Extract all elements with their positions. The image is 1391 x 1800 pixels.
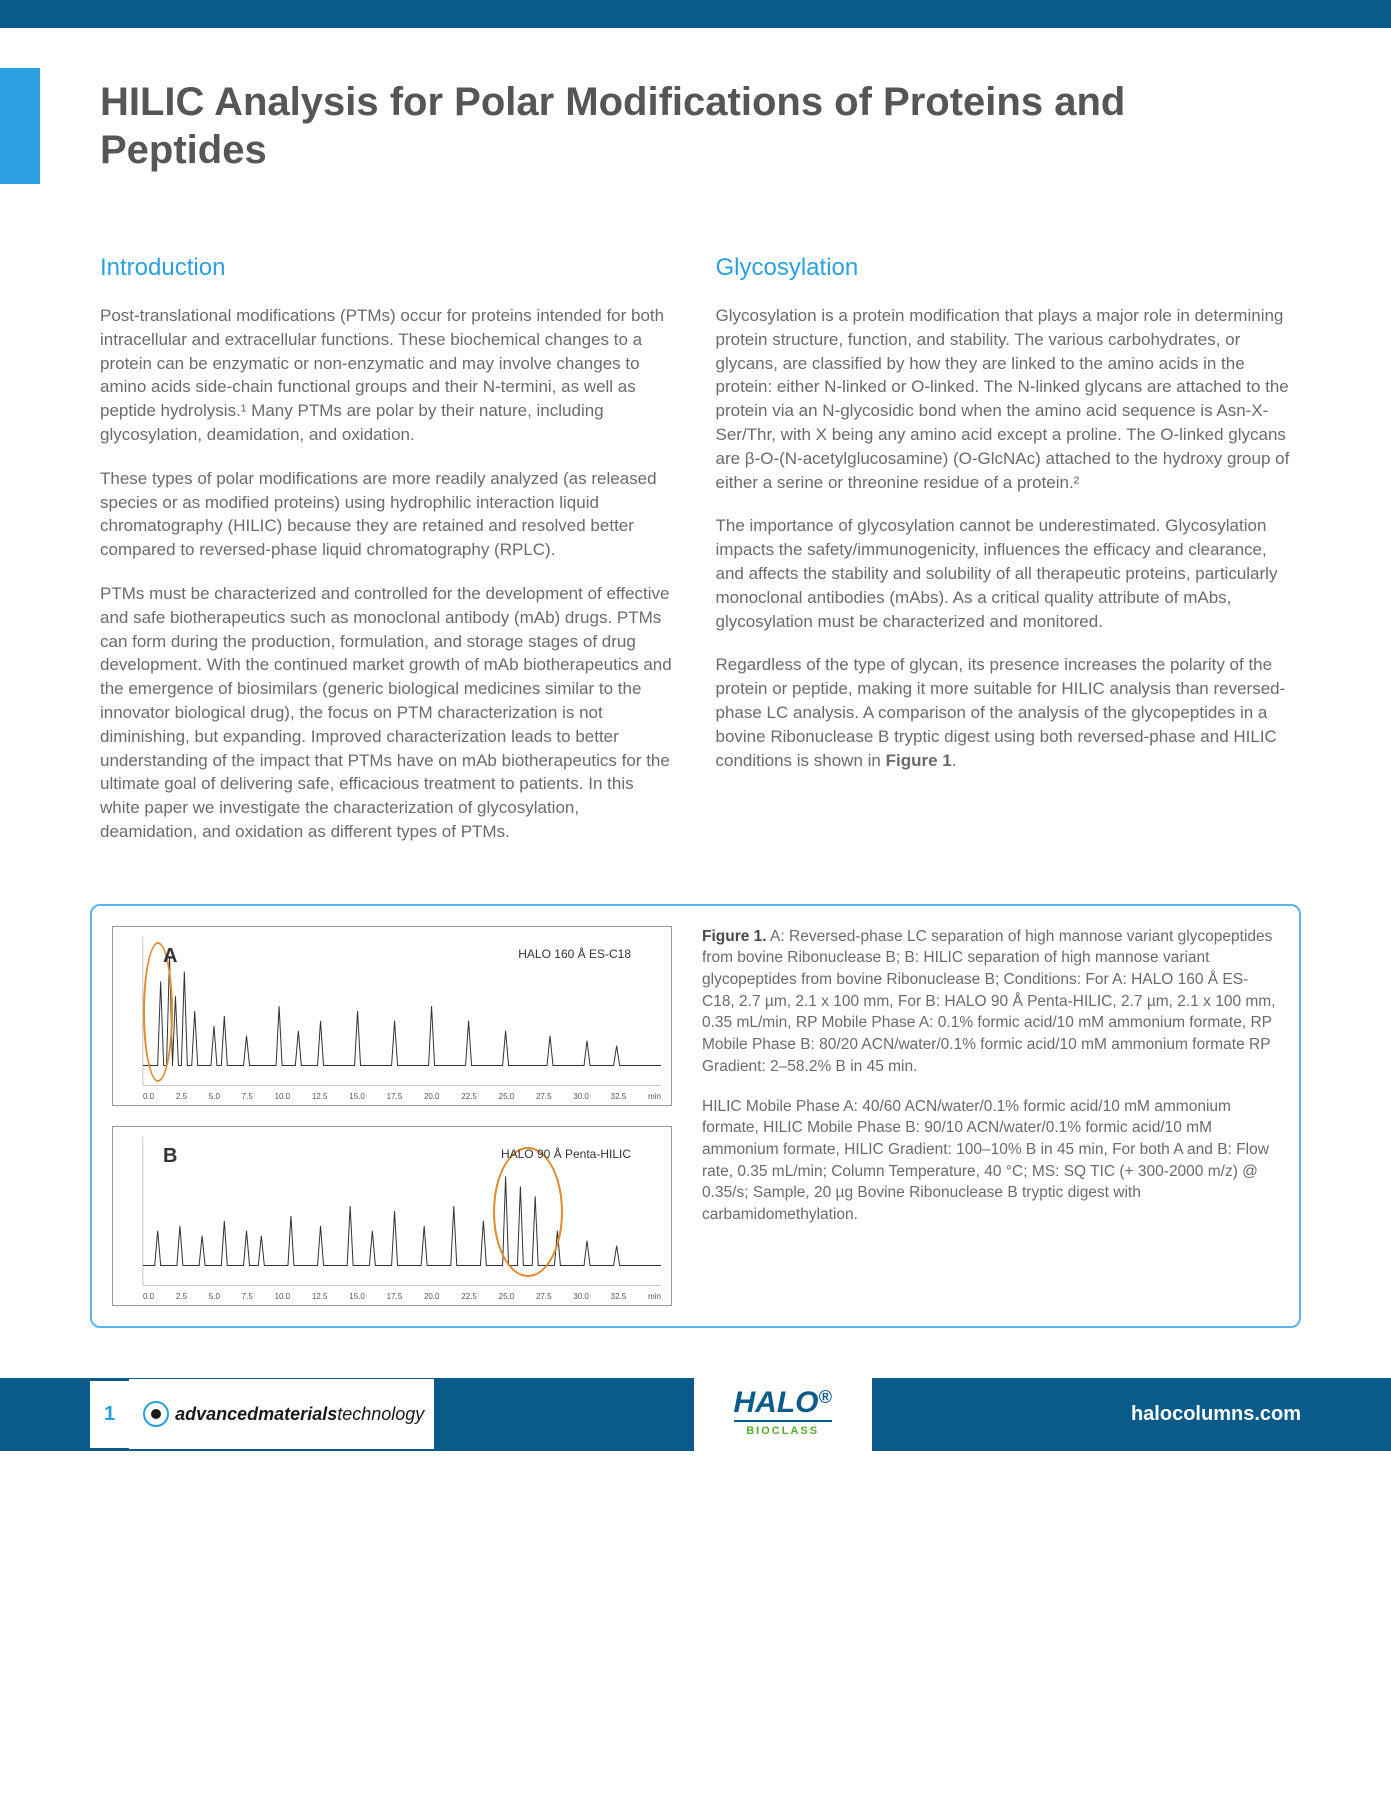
chart-b-highlight-circle [493, 1147, 563, 1277]
intro-p3: PTMs must be characterized and controlle… [100, 582, 676, 844]
column-right: Glycosylation Glycosylation is a protein… [716, 254, 1292, 864]
caption-1-text: A: Reversed-phase LC separation of high … [702, 928, 1276, 1075]
amt-logo: advancedmaterialstechnology [129, 1379, 434, 1449]
chart-b-axis: 0.02.55.07.510.012.515.017.520.022.525.0… [143, 1292, 661, 1301]
gly-p3: Regardless of the type of glycan, its pr… [716, 653, 1292, 772]
chart-a-column-label: HALO 160 Å ES-C18 [518, 947, 631, 961]
gear-icon [143, 1401, 169, 1427]
figure-1: A HALO 160 Å ES-C18 0.02.55.07.510.012.5… [90, 904, 1301, 1328]
chart-b-letter: B [163, 1145, 177, 1168]
heading-glycosylation: Glycosylation [716, 254, 1292, 282]
charts-column: A HALO 160 Å ES-C18 0.02.55.07.510.012.5… [112, 926, 672, 1306]
gly-p3-figref: Figure 1 [886, 751, 952, 770]
halo-logo: HALO® BIOCLASS [694, 1378, 872, 1451]
gly-p3-a: Regardless of the type of glycan, its pr… [716, 655, 1286, 769]
halo-sub: BIOCLASS [734, 1425, 832, 1437]
main-content: Introduction Post-translational modifica… [0, 184, 1391, 894]
intro-p2: These types of polar modifications are m… [100, 467, 676, 562]
amt-a: advancedmaterials [175, 1404, 337, 1424]
chart-a-axis: 0.02.55.07.510.012.515.017.520.022.525.0… [143, 1092, 661, 1101]
title-accent [0, 68, 40, 184]
heading-introduction: Introduction [100, 254, 676, 282]
gly-p3-c: . [952, 751, 957, 770]
halo-main: HALO® [734, 1388, 832, 1422]
caption-lead: Figure 1. [702, 928, 767, 945]
caption-p2: HILIC Mobile Phase A: 40/60 ACN/water/0.… [702, 1096, 1279, 1226]
header-bar [0, 0, 1391, 28]
footer-left: 1 advancedmaterialstechnology [90, 1397, 434, 1431]
page-number: 1 [90, 1381, 129, 1448]
chart-b: B HALO 90 Å Penta-HILIC 0.02.55.07.510.0… [112, 1126, 672, 1306]
title-block: HILIC Analysis for Polar Modifications o… [0, 68, 1391, 184]
column-left: Introduction Post-translational modifica… [100, 254, 676, 864]
page-title: HILIC Analysis for Polar Modifications o… [40, 68, 1391, 184]
chart-a-letter: A [163, 945, 177, 968]
intro-p1: Post-translational modifications (PTMs) … [100, 304, 676, 447]
figure-caption: Figure 1. A: Reversed-phase LC separatio… [702, 926, 1279, 1306]
footer-url: halocolumns.com [1131, 1403, 1301, 1426]
caption-p1: Figure 1. A: Reversed-phase LC separatio… [702, 926, 1279, 1078]
chart-a: A HALO 160 Å ES-C18 0.02.55.07.510.012.5… [112, 926, 672, 1106]
chart-b-column-label: HALO 90 Å Penta-HILIC [501, 1147, 631, 1161]
gly-p1: Glycosylation is a protein modification … [716, 304, 1292, 494]
amt-b: technology [337, 1404, 424, 1424]
gly-p2: The importance of glycosylation cannot b… [716, 514, 1292, 633]
footer: 1 advancedmaterialstechnology HALO® BIOC… [0, 1378, 1391, 1451]
